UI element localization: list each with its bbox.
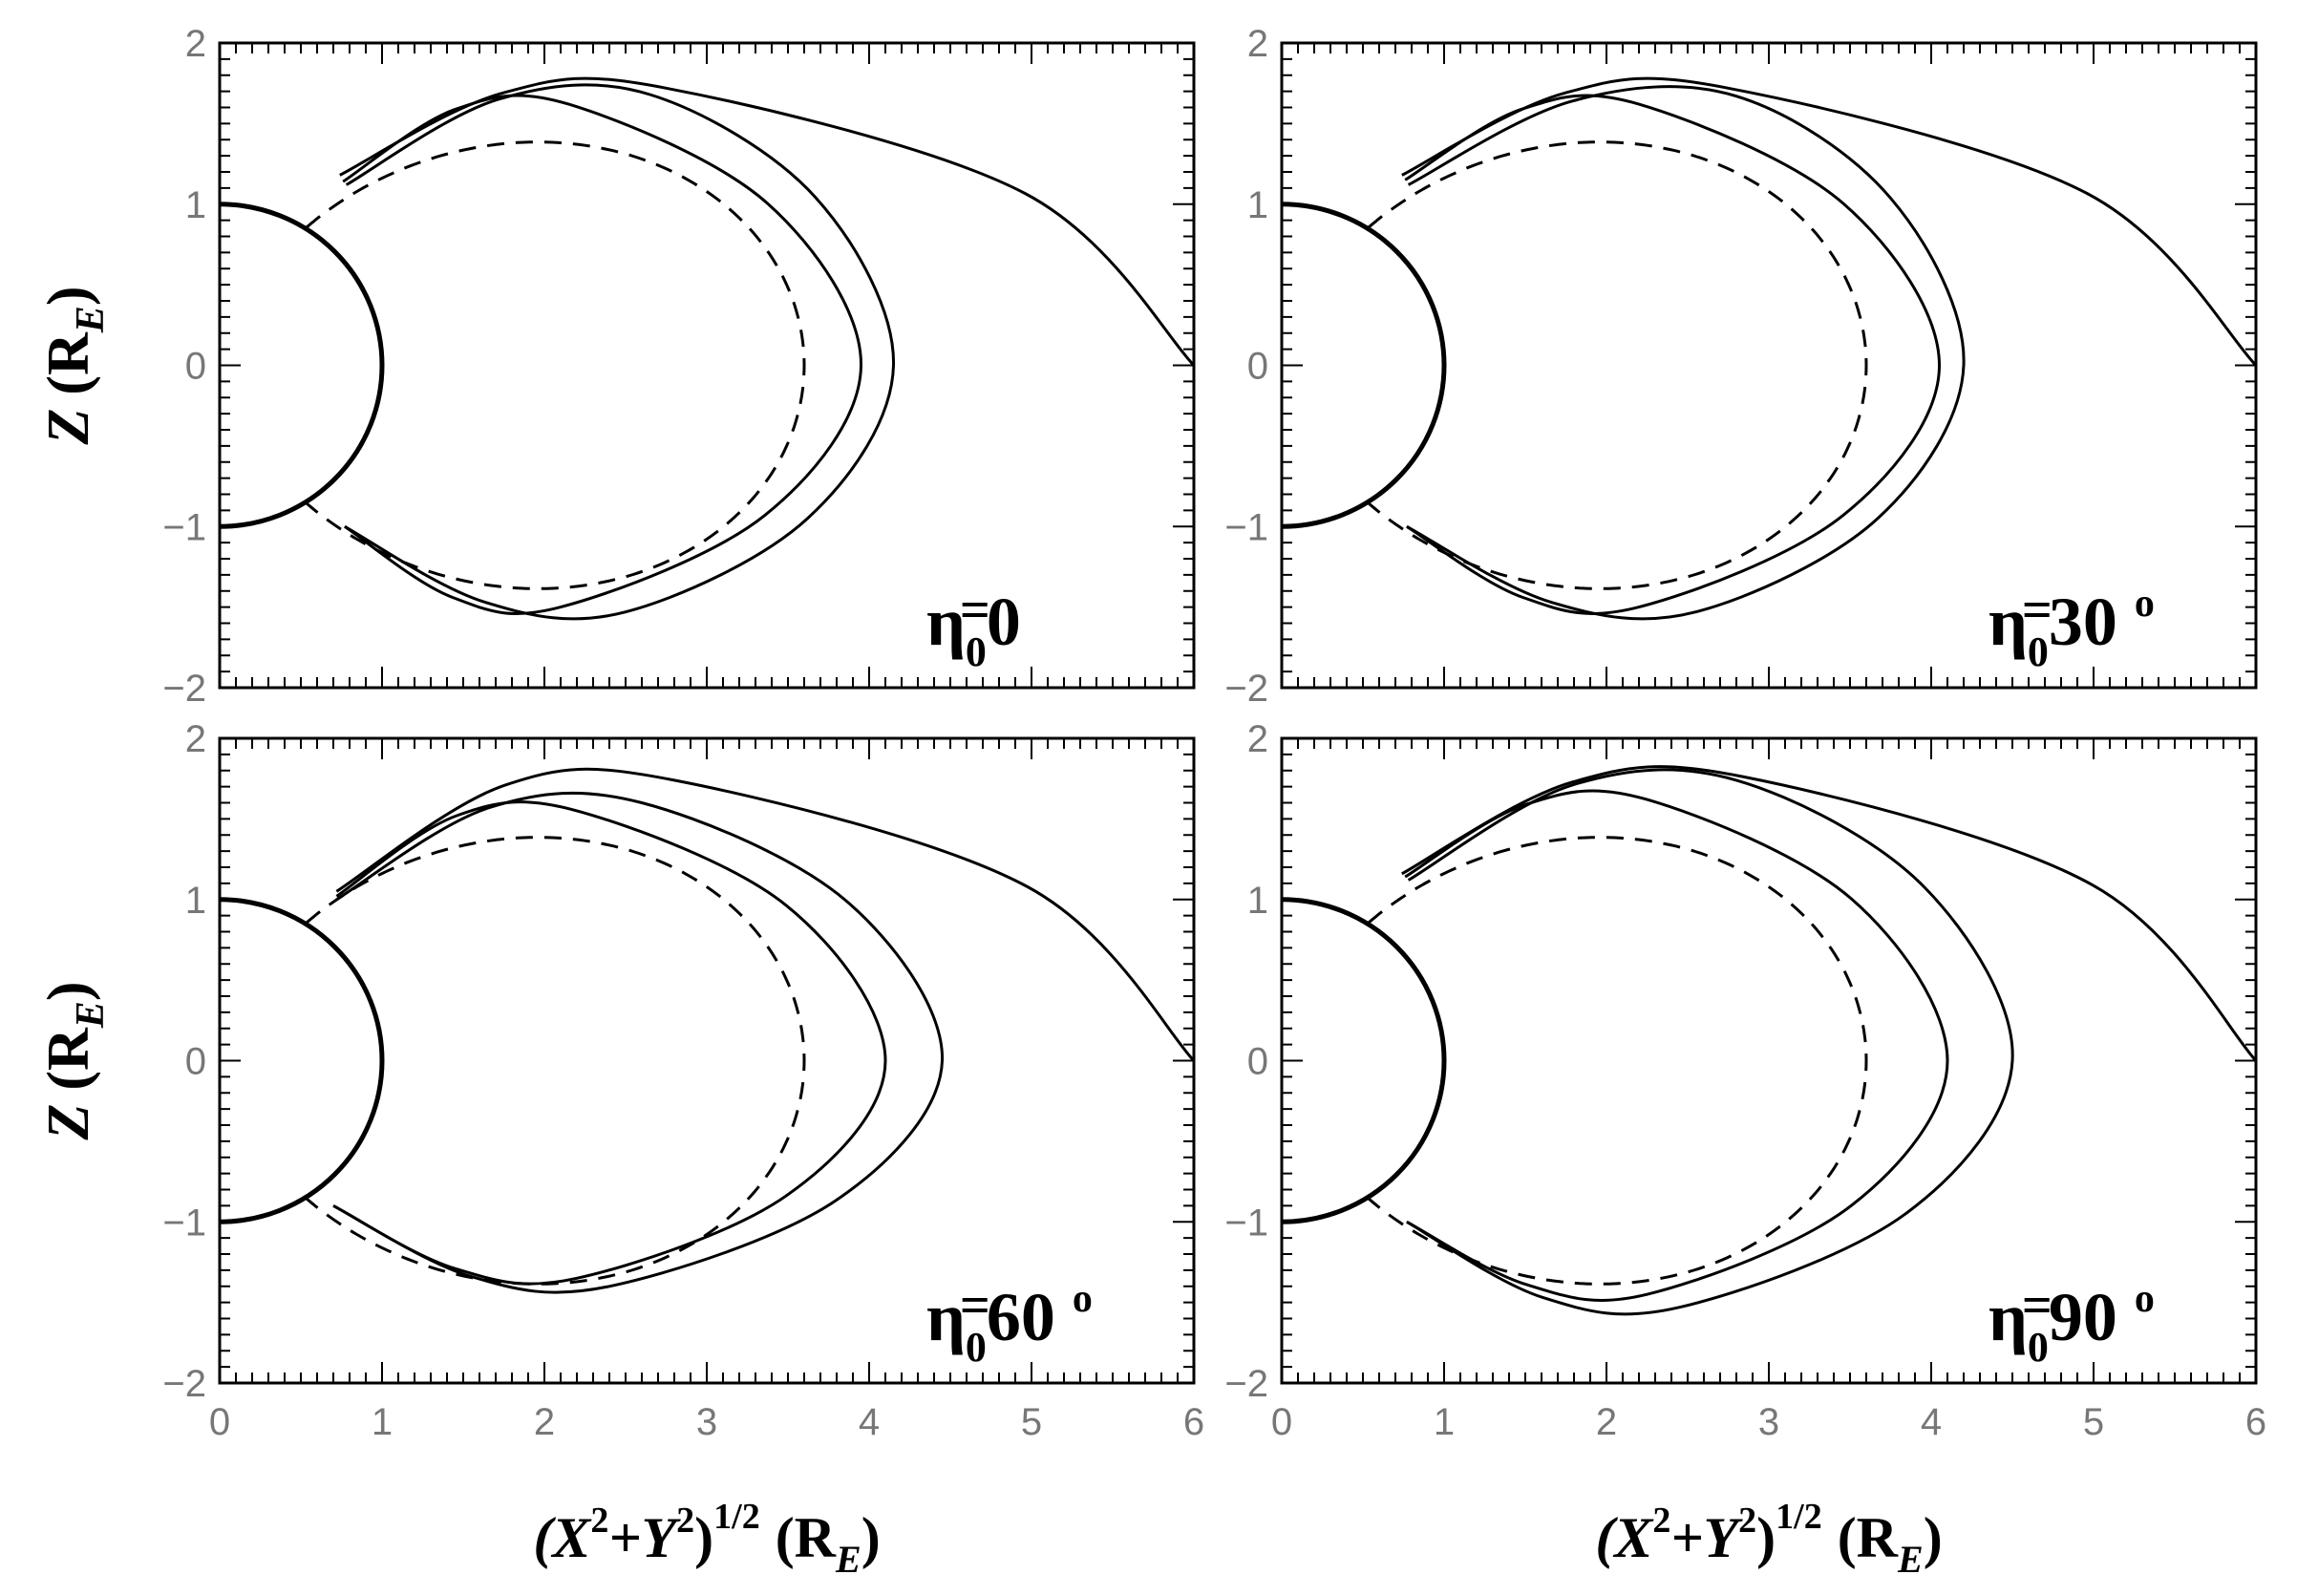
x-tick-label: 4 (859, 1401, 880, 1443)
plot-area (220, 767, 1194, 1294)
field-line-2 (1404, 789, 1949, 1303)
axis-ticks (1281, 737, 2257, 1384)
x-axis-title: (X2+Y2)1/2 (RE) (533, 1497, 880, 1581)
y-tick-label: 2 (1247, 718, 1268, 760)
y-tick-label: −2 (162, 668, 206, 710)
field-line-2 (332, 800, 887, 1286)
x-tick-label: 2 (1596, 1401, 1617, 1443)
panel-label: η0=90 o (1989, 1276, 2155, 1371)
field-line-3 (335, 767, 1194, 1062)
field-line-3 (1401, 765, 2256, 1062)
y-tick-label: 0 (185, 1041, 206, 1083)
earth-outline (220, 202, 385, 529)
earth-outline (1282, 202, 1447, 529)
y-axis-title: Z(RE) (36, 982, 113, 1141)
x-tick-label: 6 (1183, 1401, 1204, 1443)
panel-1: −2 −1 0 1 2 η0=0 Z(RE) (36, 23, 1196, 710)
plot-frame (218, 41, 1196, 690)
x-tick-label: 5 (2083, 1401, 2104, 1443)
panel-4: −2 −1 0 1 2 0 1 2 3 4 5 6 η0=90 o (X2+Y2)1/2 (RE) (1224, 718, 2266, 1581)
y-tick-label: −1 (1224, 1202, 1268, 1244)
y-tick-label: 2 (1247, 23, 1268, 65)
y-tick-label: 2 (185, 23, 206, 65)
panel-label: η0=30 o (1989, 581, 2155, 675)
y-tick-label: 1 (185, 880, 206, 922)
x-tick-label: 5 (1021, 1401, 1042, 1443)
field-line-1 (1406, 768, 2014, 1316)
panel-label: η0=60 o (926, 1276, 1093, 1371)
x-tick-label: 6 (2245, 1401, 2266, 1443)
x-axis-title: (X2+Y2)1/2 (RE) (1595, 1497, 1942, 1581)
plot-area (220, 76, 1194, 621)
y-tick-label: −1 (162, 1202, 206, 1244)
panel-3: −2 −1 0 1 2 0 1 2 3 4 5 6 η0=60 o Z(RE) (X2+Y2)1/2 (RE) (36, 718, 1204, 1581)
x-tick-label: 3 (1758, 1401, 1779, 1443)
earth-outline (1282, 897, 1447, 1224)
y-tick-label: −1 (162, 506, 206, 548)
y-tick-label: 0 (1247, 1041, 1268, 1083)
y-axis-title: Z(RE) (36, 287, 113, 446)
y-tick-label: 0 (185, 346, 206, 388)
x-tick-label: 1 (372, 1401, 393, 1443)
y-tick-label: 1 (185, 184, 206, 226)
y-tick-label: 1 (1247, 184, 1268, 226)
field-line-1 (332, 791, 945, 1294)
x-tick-label: 0 (209, 1401, 230, 1443)
x-tick-label: 2 (534, 1401, 555, 1443)
y-tick-label: −1 (1224, 506, 1268, 548)
field-line-2 (342, 94, 863, 615)
y-tick-label: −2 (1224, 1363, 1268, 1405)
y-tick-label: 0 (1247, 346, 1268, 388)
x-tick-label: 4 (1921, 1401, 1942, 1443)
axis-ticks (219, 737, 1195, 1384)
x-tick-label: 1 (1434, 1401, 1455, 1443)
dipole-field-line (306, 140, 806, 590)
y-tick-label: −2 (1224, 668, 1268, 710)
axis-ticks (219, 42, 1195, 689)
panel-2: −2 −1 0 1 2 η0=30 o (1224, 23, 2258, 710)
field-line-3 (339, 76, 1194, 367)
plot-area (1282, 76, 2256, 621)
plot-area (1282, 765, 2256, 1316)
dipole-field-line (1368, 836, 1868, 1286)
field-line-1 (1406, 85, 1966, 621)
y-tick-label: −2 (162, 1363, 206, 1405)
panel-label: η0=0 (926, 581, 1021, 675)
axis-ticks (1281, 42, 2257, 689)
x-tick-label: 0 (1271, 1401, 1292, 1443)
y-tick-label: 1 (1247, 880, 1268, 922)
field-line-1 (344, 83, 896, 621)
field-line-2 (1404, 94, 1942, 616)
earth-outline (220, 897, 385, 1224)
dipole-field-line (306, 836, 806, 1286)
dipole-field-line (1368, 140, 1868, 590)
x-tick-label: 3 (696, 1401, 717, 1443)
field-line-3 (1401, 76, 2256, 367)
y-tick-label: 2 (185, 718, 206, 760)
